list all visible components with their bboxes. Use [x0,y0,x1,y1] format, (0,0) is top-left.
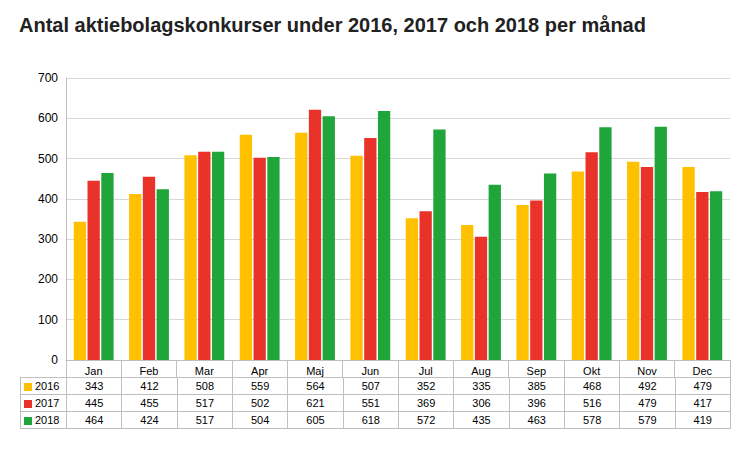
html-text:417: 417 [693,397,712,409]
html-text:572: 572 [417,414,436,426]
svg-text:Okt: Okt [583,365,600,377]
html-text:559: 559 [251,380,270,392]
html-text:385: 385 [527,380,546,392]
html-text:579: 579 [638,414,657,426]
svg-text:300: 300 [38,232,58,246]
html-text:507: 507 [361,380,380,392]
html-text:455: 455 [140,397,159,409]
html-text:551: 551 [361,397,380,409]
svg-text:Nov: Nov [637,365,657,377]
html-text:564: 564 [306,380,325,392]
html-text:424: 424 [140,414,159,426]
svg-text:500: 500 [38,152,58,166]
html-text:369: 369 [417,397,436,409]
html-text:352: 352 [417,380,436,392]
html-text:508: 508 [195,380,214,392]
html-text:479: 479 [638,397,657,409]
html-text:605: 605 [306,414,325,426]
svg-text:Jan: Jan [85,365,103,377]
svg-text:Maj: Maj [306,365,324,377]
html-text:464: 464 [85,414,104,426]
html-text:2017: 2017 [35,397,60,409]
html-text:578: 578 [582,414,602,426]
svg-text:600: 600 [38,111,58,125]
svg-text:400: 400 [38,192,58,206]
html-text:412: 412 [140,380,159,392]
svg-text:Aug: Aug [471,365,491,377]
html-text:618: 618 [361,414,380,426]
html-text:306: 306 [472,397,491,409]
svg-text:Feb: Feb [140,365,159,377]
html-text:435: 435 [472,414,491,426]
html-text:479: 479 [693,380,712,392]
html-text:504: 504 [251,414,270,426]
html-text:502: 502 [251,397,270,409]
html-text:468: 468 [582,380,602,392]
html-text:516: 516 [582,397,602,409]
html-text:396: 396 [527,397,546,409]
svg-text:Jul: Jul [419,365,433,377]
svg-text:Jun: Jun [361,365,379,377]
html-text:517: 517 [195,397,214,409]
svg-text:Mar: Mar [195,365,214,377]
html-text:445: 445 [85,397,104,409]
svg-text:Apr: Apr [251,365,268,377]
svg-text:Antal aktiebolagskonkurser und: Antal aktiebolagskonkurser under 2016, 2… [19,14,646,36]
html-text:2016: 2016 [35,380,60,392]
svg-text:Sep: Sep [527,365,547,377]
html-text:2018: 2018 [35,414,60,426]
html-text:419: 419 [693,414,712,426]
html-text:621: 621 [306,397,325,409]
html-text:517: 517 [195,414,214,426]
svg-text:Dec: Dec [693,365,713,377]
svg-text:200: 200 [38,272,58,286]
svg-text:100: 100 [38,313,58,327]
html-text:492: 492 [638,380,657,392]
html-text:343: 343 [85,380,104,392]
svg-text:700: 700 [38,71,58,85]
html-text:335: 335 [472,380,491,392]
html-text:463: 463 [527,414,546,426]
svg-text:0: 0 [51,353,58,367]
